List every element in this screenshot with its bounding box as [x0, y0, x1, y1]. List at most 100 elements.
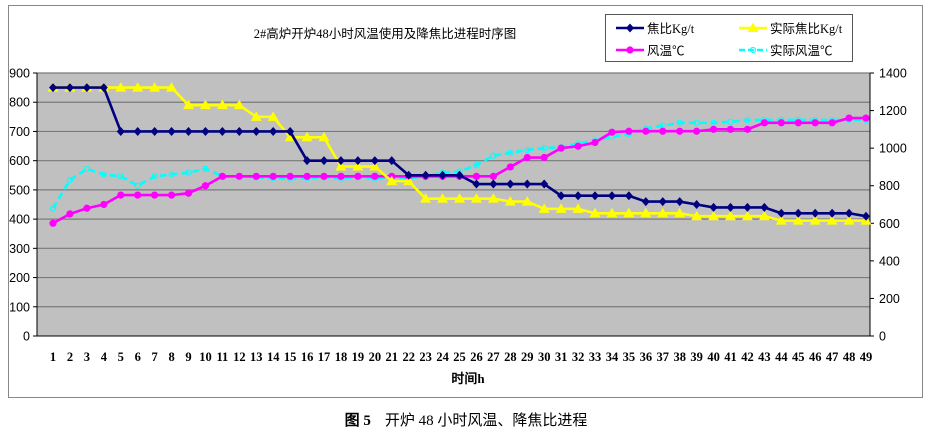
data-point — [166, 82, 178, 92]
data-point — [524, 146, 531, 154]
data-point — [335, 161, 347, 171]
legend-marker — [626, 23, 634, 33]
x-tick-label: 28 — [504, 350, 517, 364]
data-point — [591, 138, 599, 147]
data-point — [369, 161, 381, 171]
x-tick-label: 35 — [623, 350, 636, 364]
data-point — [675, 197, 684, 207]
data-point — [149, 82, 161, 92]
data-point — [470, 193, 482, 203]
y-tick-label: 0 — [23, 330, 30, 344]
x-tick-label: 22 — [402, 350, 415, 364]
legend-marker — [626, 46, 634, 54]
data-point — [132, 82, 144, 92]
data-point — [437, 193, 449, 203]
data-point — [49, 219, 57, 227]
legend-label: 风温℃ — [647, 44, 685, 58]
data-point — [625, 127, 633, 135]
figure-caption: 图 5 开炉 48 小时风温、降焦比进程 — [0, 409, 932, 430]
data-point — [676, 127, 684, 135]
data-point — [134, 191, 142, 199]
caption-figure-number: 图 5 — [344, 413, 371, 429]
data-point — [659, 127, 667, 135]
x-tick-label: 32 — [572, 350, 585, 364]
data-point — [557, 144, 565, 152]
data-point — [623, 207, 635, 218]
data-point — [235, 172, 243, 180]
data-point — [811, 208, 820, 218]
data-point — [758, 210, 770, 221]
chart-title: 2#高炉开炉48小时风温使用及降焦比进程时序图 — [254, 26, 517, 41]
x-tick-label: 43 — [758, 350, 771, 364]
data-point — [574, 142, 582, 150]
data-point — [641, 197, 650, 207]
y2-tick-label: 1200 — [879, 104, 907, 118]
x-tick-label: 47 — [826, 350, 839, 364]
data-point — [674, 207, 686, 218]
data-point — [403, 175, 415, 186]
data-point — [693, 127, 701, 135]
data-point — [320, 172, 328, 180]
data-point — [828, 119, 836, 127]
data-point — [693, 119, 700, 126]
y2-tick-label: 600 — [879, 217, 900, 231]
x-tick-label: 42 — [741, 350, 754, 364]
data-point — [117, 173, 124, 180]
x-tick-label: 12 — [233, 350, 246, 364]
y-tick-label: 200 — [9, 271, 30, 285]
data-point — [250, 111, 262, 121]
data-point — [370, 156, 379, 166]
data-point — [267, 111, 279, 121]
x-tick-label: 6 — [135, 350, 141, 364]
x-tick-label: 13 — [250, 350, 263, 364]
x-tick-label: 11 — [216, 350, 228, 364]
data-point — [811, 119, 819, 127]
data-point — [134, 182, 141, 189]
data-point — [743, 202, 752, 212]
data-point — [489, 179, 498, 189]
line-chart: 2#高炉开炉48小时风温使用及降焦比进程时序图 时间h 010020030040… — [8, 5, 923, 398]
y2-tick-label: 400 — [879, 254, 900, 268]
legend-label: 实际风温℃ — [770, 43, 833, 58]
data-point — [676, 119, 683, 126]
data-point — [794, 119, 802, 127]
y2-tick-label: 800 — [879, 179, 900, 193]
x-tick-label: 49 — [860, 350, 873, 364]
x-tick-label: 31 — [555, 350, 568, 364]
data-point — [252, 172, 260, 180]
data-point — [642, 127, 650, 135]
data-point — [862, 211, 870, 221]
y-tick-label: 700 — [9, 125, 30, 139]
data-point — [826, 215, 838, 225]
data-point — [490, 152, 497, 159]
x-tick-label: 15 — [284, 350, 297, 364]
data-point — [353, 156, 362, 166]
data-point — [202, 165, 209, 172]
data-point — [691, 210, 703, 221]
x-tick-label: 18 — [335, 350, 348, 364]
y-tick-label: 400 — [9, 213, 30, 227]
data-point — [183, 99, 194, 110]
x-tick-label: 48 — [843, 350, 856, 364]
x-tick-label: 19 — [352, 350, 365, 364]
data-point — [557, 191, 566, 201]
data-point — [252, 126, 261, 136]
data-point — [523, 179, 532, 189]
data-point — [555, 203, 567, 213]
x-tick-label: 39 — [690, 350, 703, 364]
data-point — [538, 203, 550, 213]
x-tick-label: 37 — [657, 350, 670, 364]
data-point — [506, 163, 514, 171]
data-point — [777, 208, 786, 218]
data-point — [49, 205, 57, 212]
data-point — [743, 125, 752, 133]
data-point — [150, 126, 159, 136]
data-point — [286, 172, 294, 180]
data-point — [420, 193, 432, 203]
legend-marker — [747, 22, 759, 32]
data-point — [167, 126, 176, 136]
x-tick-label: 9 — [185, 350, 191, 364]
x-tick-label: 46 — [809, 350, 822, 364]
data-point — [744, 116, 751, 124]
y2-tick-label: 1000 — [879, 142, 907, 156]
